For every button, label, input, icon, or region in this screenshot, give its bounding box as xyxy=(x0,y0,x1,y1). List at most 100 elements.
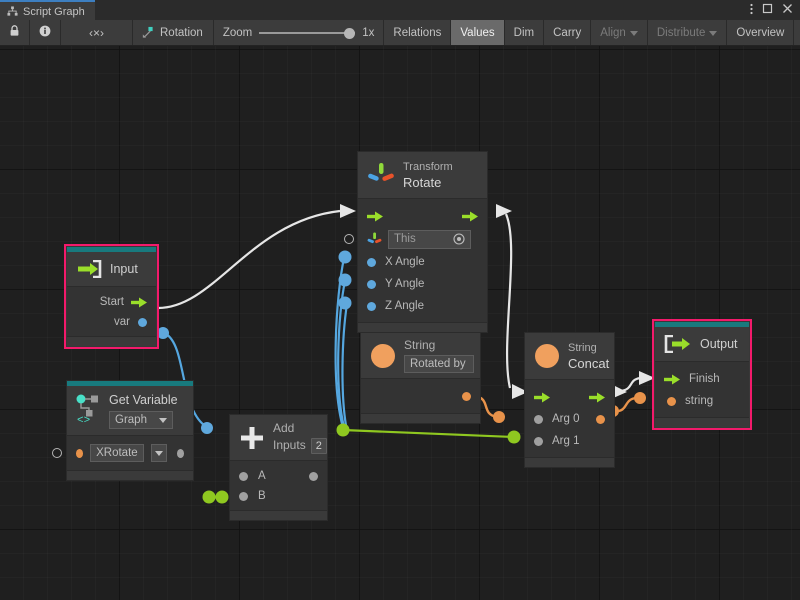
value-out-port[interactable] xyxy=(138,317,147,327)
node-header: String Rotated by xyxy=(361,333,480,379)
value-out-port[interactable] xyxy=(309,471,318,481)
graph-canvas[interactable]: Input Start var xyxy=(0,46,800,600)
window-titlebar: Script Graph xyxy=(0,0,800,20)
graph-edges xyxy=(157,204,655,504)
toolbar-button-values[interactable]: Values xyxy=(451,20,505,45)
zoom-slider-knob[interactable] xyxy=(344,27,356,39)
node-title-category: Transform xyxy=(403,160,453,173)
node-string-concat[interactable]: String Concat Arg 0 xyxy=(524,332,615,468)
value-in-port[interactable] xyxy=(667,396,676,406)
info-icon xyxy=(39,25,51,40)
node-transform-rotate[interactable]: Transform Rotate xyxy=(344,151,488,333)
node-title-block: String Rotated by xyxy=(404,338,474,373)
zoom-control: Zoom 1x xyxy=(214,20,385,45)
flow-out-arrow-icon[interactable] xyxy=(589,392,605,403)
inputs-count-stepper[interactable]: 2 xyxy=(310,437,327,454)
toolbar-button-full-screen[interactable]: Full Screen xyxy=(794,20,800,45)
node-string-literal[interactable]: String Rotated by xyxy=(360,332,481,424)
value-in-port[interactable] xyxy=(534,436,543,446)
port-row-arg0[interactable]: Arg 0 xyxy=(525,408,614,430)
zoom-value: 1x xyxy=(362,26,375,39)
value-in-port[interactable] xyxy=(239,471,248,481)
node-title: Get Variable xyxy=(109,393,178,407)
node-body: Arg 0 Arg 1 xyxy=(525,380,614,457)
zoom-slider[interactable] xyxy=(259,27,356,39)
info-button[interactable] xyxy=(30,20,61,45)
flow-in-arrow-icon[interactable] xyxy=(534,392,550,403)
flow-out-arrow-icon[interactable] xyxy=(131,297,147,308)
string-value-field[interactable]: Rotated by xyxy=(404,354,474,373)
variable-scope-dropdown[interactable]: Graph xyxy=(109,411,173,429)
toolbar-button-relations[interactable]: Relations xyxy=(384,20,452,45)
node-header: <> Get Variable Graph xyxy=(67,386,193,436)
node-title-block: String Concat xyxy=(568,342,609,371)
transform-axis-icon xyxy=(367,161,395,189)
port-row-variable[interactable]: XRotate xyxy=(52,442,193,464)
port-row-finish[interactable]: Finish xyxy=(655,368,749,390)
node-get-variable[interactable]: <> Get Variable Graph XRotate xyxy=(52,380,194,481)
variable-name-field[interactable]: XRotate xyxy=(90,444,144,462)
port-row-target[interactable]: This xyxy=(344,227,487,251)
value-in-port[interactable] xyxy=(367,257,376,267)
node-add[interactable]: Add Inputs 2 A B xyxy=(229,414,328,521)
value-in-port[interactable] xyxy=(534,414,543,424)
node-accent-bar xyxy=(655,322,749,327)
toolbar-button-label: Dim xyxy=(513,26,535,39)
graph-toolbar: ‹×› Rotation Zoom 1x Relations xyxy=(0,20,800,46)
string-value: Rotated by xyxy=(410,357,466,370)
toolbar-button-label: Align xyxy=(600,26,626,39)
port-row-b[interactable]: B xyxy=(230,486,327,506)
value-in-port[interactable] xyxy=(239,491,248,501)
flow-out-arrow-icon[interactable] xyxy=(462,211,478,222)
target-picker-icon[interactable] xyxy=(453,233,465,245)
toolbar-button-overview[interactable]: Overview xyxy=(727,20,795,45)
node-input[interactable]: Input Start var xyxy=(64,244,159,349)
toolbar-button-distribute[interactable]: Distribute xyxy=(648,20,728,45)
port-row-flow[interactable] xyxy=(525,386,614,408)
port-row-arg1[interactable]: Arg 1 xyxy=(525,430,614,452)
value-out-port[interactable] xyxy=(462,391,471,401)
node-footer xyxy=(67,470,193,480)
script-graph-icon xyxy=(7,5,18,17)
maximize-icon[interactable] xyxy=(762,3,773,17)
tab-script-graph[interactable]: Script Graph xyxy=(0,0,95,20)
variable-name-dropdown[interactable] xyxy=(150,444,167,462)
object-input-port[interactable] xyxy=(52,448,62,458)
flow-in-arrow-icon[interactable] xyxy=(367,211,383,222)
node-title-category: String xyxy=(568,341,597,354)
port-row-flow[interactable] xyxy=(358,205,487,227)
toolbar-button-align[interactable]: Align xyxy=(591,20,648,45)
node-header: String Concat xyxy=(525,333,614,380)
port-label: Arg 0 xyxy=(552,413,580,425)
toolbar-button-carry[interactable]: Carry xyxy=(544,20,592,45)
port-row-var[interactable]: var xyxy=(67,312,156,332)
value-out-port[interactable] xyxy=(596,414,605,424)
transform-tool-icon xyxy=(141,26,154,39)
toolbar-button-dim[interactable]: Dim xyxy=(505,20,545,45)
value-out-port[interactable] xyxy=(176,448,184,458)
target-input-port[interactable] xyxy=(344,234,354,244)
inputs-label: Inputs xyxy=(273,438,306,452)
port-row-a[interactable]: A xyxy=(230,466,327,486)
port-row-x-angle[interactable]: X Angle xyxy=(358,251,487,273)
lock-button[interactable] xyxy=(0,20,30,45)
value-in-port[interactable] xyxy=(367,279,376,289)
value-in-port[interactable] xyxy=(367,301,376,311)
kebab-menu-icon[interactable] xyxy=(750,3,753,18)
chevron-down-icon xyxy=(629,31,638,36)
port-row-string[interactable]: string xyxy=(655,390,749,412)
close-icon[interactable] xyxy=(782,3,793,17)
port-label: B xyxy=(258,490,266,502)
node-title-block: Add Inputs 2 xyxy=(273,421,327,454)
value-in-port[interactable] xyxy=(76,448,84,458)
node-output[interactable]: Output Finish string xyxy=(652,319,752,430)
flow-in-arrow-icon[interactable] xyxy=(664,374,680,385)
port-row-z-angle[interactable]: Z Angle xyxy=(358,295,487,317)
code-view-button[interactable]: ‹×› xyxy=(61,20,133,45)
port-row-start[interactable]: Start xyxy=(67,292,156,312)
rotation-context[interactable]: Rotation xyxy=(133,20,214,45)
target-field[interactable]: This xyxy=(388,229,471,249)
port-row-y-angle[interactable]: Y Angle xyxy=(358,273,487,295)
port-row-string-out[interactable] xyxy=(361,385,480,407)
